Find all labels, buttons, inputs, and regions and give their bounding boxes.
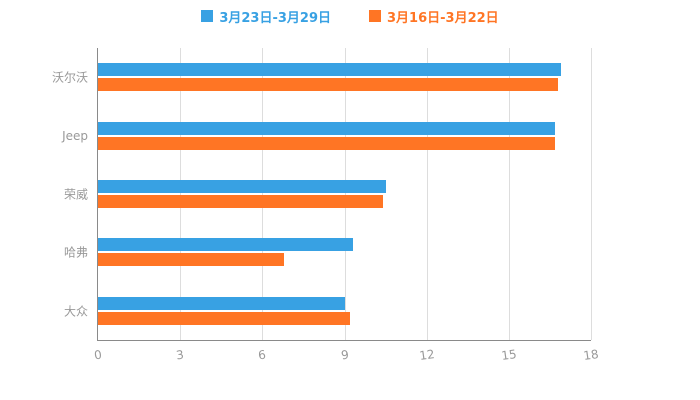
legend-swatch-icon xyxy=(201,10,214,22)
gridline xyxy=(180,48,182,340)
x-tick-label: 3 xyxy=(175,347,185,363)
bar-series1-0 xyxy=(98,63,561,77)
y-category-label: 沃尔沃 xyxy=(51,70,88,85)
x-tick-label: 0 xyxy=(93,347,103,363)
gridline xyxy=(508,48,510,340)
x-tick-label: 6 xyxy=(257,347,268,363)
y-category-label: 大众 xyxy=(63,304,88,319)
gridline xyxy=(591,48,592,340)
plot-area: 0 3 6 9 12 15 18 沃尔沃 Jeep 荣威哈弗大众 xyxy=(52,48,600,363)
y-category-label: Jeep xyxy=(62,128,88,143)
legend-item-series-1[interactable]: 3月16日-3月22日 xyxy=(369,7,499,26)
legend-swatch-icon xyxy=(369,10,381,22)
gridline xyxy=(262,48,264,340)
bar-series1-3 xyxy=(98,238,353,252)
bar-series2-0 xyxy=(98,78,559,92)
x-tick-label: 9 xyxy=(339,347,350,363)
gridline xyxy=(344,48,346,340)
bar-series2-3 xyxy=(98,253,285,267)
legend-label: 3月23日-3月29日 xyxy=(219,10,331,26)
gridline xyxy=(426,48,428,340)
x-tick-label: 18 xyxy=(582,347,600,363)
bar-series1-4 xyxy=(98,296,345,310)
bar-series2-2 xyxy=(98,195,383,208)
y-category-label: 荣威 xyxy=(63,187,88,202)
bar-series2-1 xyxy=(98,136,556,150)
bar-series2-4 xyxy=(98,311,350,325)
legend-item-series-0[interactable]: 3月23日-3月29日 xyxy=(201,7,331,26)
bar-series1-1 xyxy=(98,121,556,135)
x-tick-label: 12 xyxy=(418,347,436,363)
legend-label: 3月16日-3月22日 xyxy=(387,10,499,26)
bar-series1-2 xyxy=(98,180,386,193)
x-tick-label: 15 xyxy=(500,347,518,363)
legend: 3月23日-3月29日 3月16日-3月22日 xyxy=(0,6,700,26)
y-category-label: 哈弗 xyxy=(63,245,88,260)
